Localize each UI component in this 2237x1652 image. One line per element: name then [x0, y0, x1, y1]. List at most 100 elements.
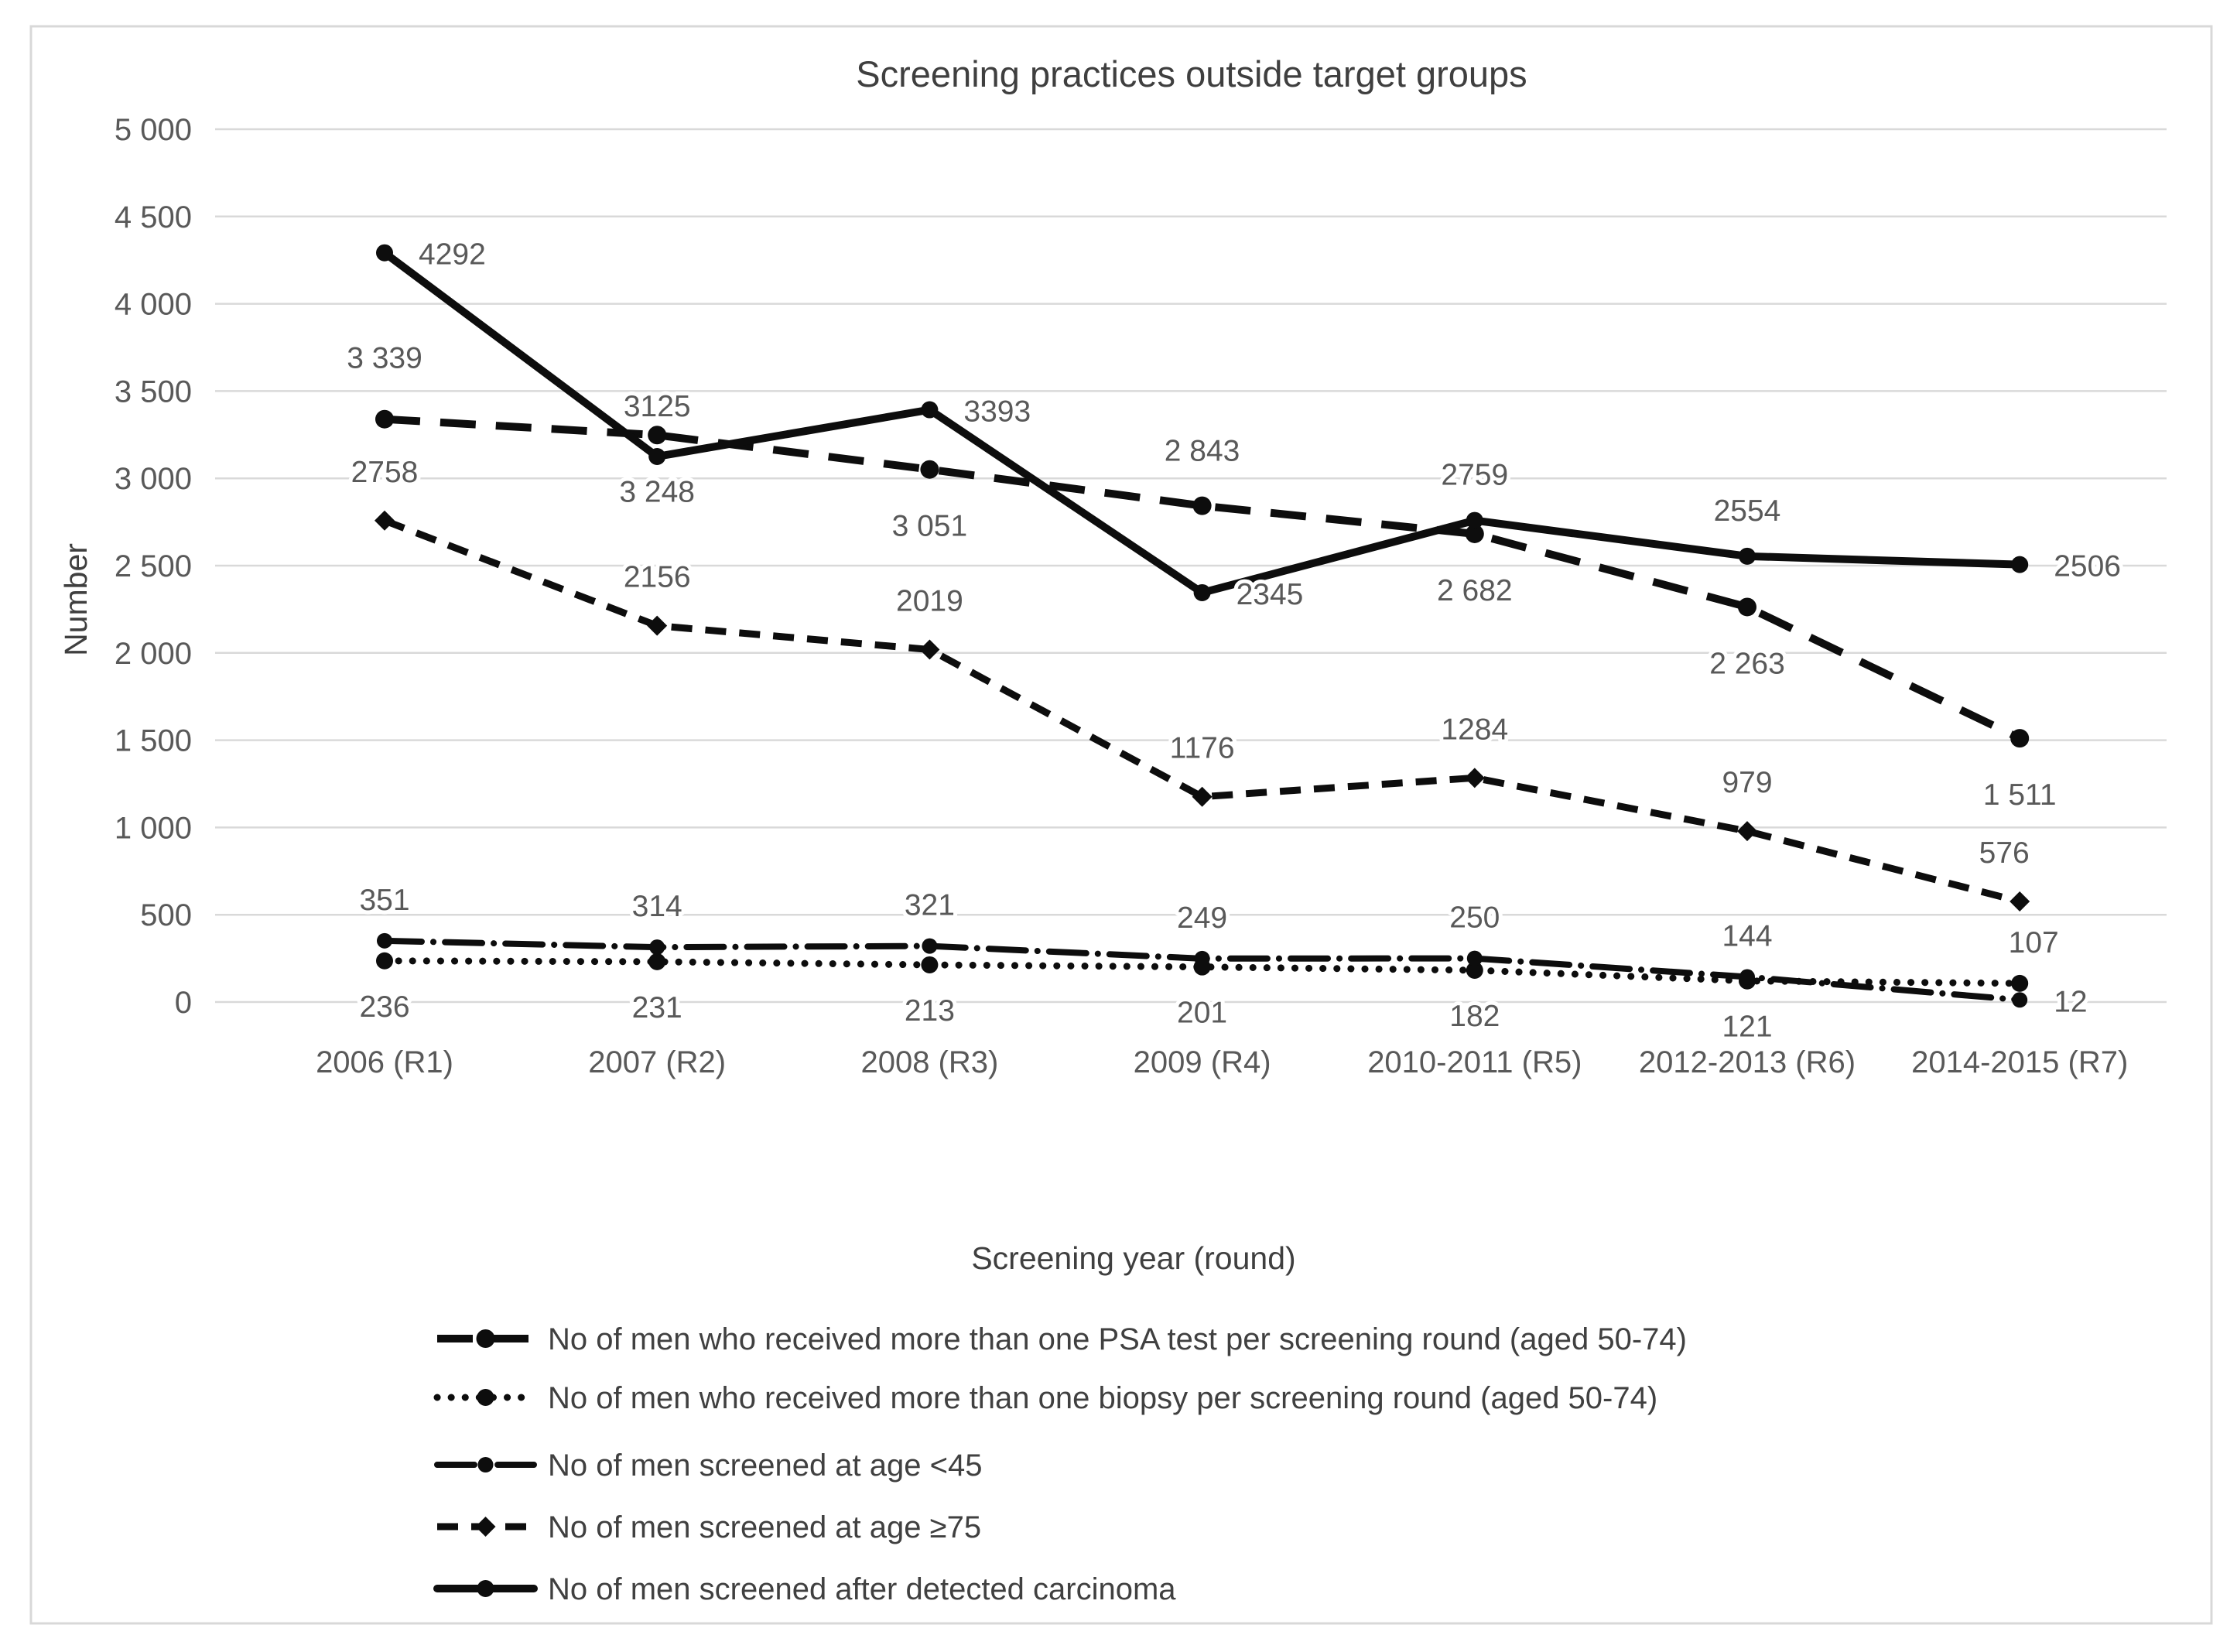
y-tick-label: 5 000 [115, 113, 192, 147]
data-point-marker [1466, 511, 1483, 529]
data-label: 2156 [624, 561, 691, 594]
data-point-marker [2011, 556, 2029, 573]
data-label: 3393 [963, 395, 1031, 429]
series-line [375, 409, 2030, 748]
legend-item: No of men screened at age <45 [434, 1448, 982, 1483]
y-tick-label: 2 500 [115, 549, 192, 583]
data-label: 321 [905, 889, 955, 922]
y-axis-tick-labels: 0 500 1 000 1 500 2 000 2 500 3 000 3 500 4 000 4… [115, 113, 192, 1020]
x-tick-label: 2014-2015 (R7) [1911, 1045, 2128, 1079]
data-label: 1176 [1170, 732, 1235, 765]
legend-item: No of men who received more than one bio… [433, 1381, 1657, 1415]
data-point-marker [477, 1389, 494, 1406]
y-axis-title: Number [58, 543, 94, 656]
data-point-marker [921, 401, 939, 419]
series-line [377, 932, 2028, 1008]
data-point-marker [922, 938, 938, 954]
y-tick-label: 4 000 [115, 288, 192, 322]
data-point-marker [1192, 786, 1213, 807]
data-label: 12 [2054, 985, 2087, 1018]
x-axis-title: Screening year (round) [971, 1240, 1295, 1276]
data-point-marker [648, 426, 667, 445]
data-point-marker [1738, 597, 1756, 617]
legend-item: No of men who received more than one PSA… [437, 1322, 1687, 1356]
data-label: 576 [1979, 836, 2030, 870]
x-tick-label: 2007 (R2) [588, 1045, 726, 1079]
x-axis-tick-labels: 2006 (R1) 2007 (R2) 2008 (R3) 2009 (R4) 2010… [316, 1045, 2128, 1079]
data-point-marker [647, 615, 668, 636]
x-tick-label: 2010-2011 (R5) [1367, 1045, 1582, 1079]
data-label: 3 248 [619, 475, 695, 508]
y-tick-label: 2 000 [115, 637, 192, 671]
data-label: 249 [1177, 901, 1227, 935]
chart-title: Screening practices outside target group… [856, 53, 1527, 94]
data-label: 1 511 [1983, 778, 2057, 812]
data-label: 351 [359, 884, 409, 917]
data-point-marker [648, 953, 666, 970]
data-point-marker [1466, 950, 1483, 966]
data-label: 2554 [1714, 494, 1781, 528]
data-label: 121 [1722, 1011, 1772, 1044]
x-tick-label: 2008 (R3) [860, 1045, 998, 1079]
y-tick-label: 0 [175, 986, 192, 1020]
data-labels: 3 339 3 248 3 051 2 843 2 682 2 263 1 511 236 23… [343, 234, 2125, 1048]
x-tick-label: 2009 (R4) [1134, 1045, 1271, 1079]
legend: No of men who received more than one PSA… [433, 1322, 1687, 1606]
y-tick-label: 1 500 [115, 724, 192, 758]
data-point-marker [2010, 891, 2030, 912]
series-line [375, 510, 2030, 912]
data-point-marker [375, 510, 395, 531]
legend-item-label: No of men screened at age ≥75 [548, 1510, 981, 1544]
data-point-marker [1739, 969, 1755, 985]
y-tick-label: 3 500 [115, 375, 192, 409]
data-label: 2345 [1237, 578, 1304, 611]
data-label: 236 [359, 990, 409, 1024]
data-point-marker [476, 1329, 495, 1348]
plot-series [375, 244, 2030, 1008]
data-label: 250 [1449, 901, 1500, 935]
data-label: 1284 [1441, 713, 1508, 746]
data-point-marker [1194, 950, 1210, 966]
data-point-marker [477, 1457, 494, 1472]
legend-item-label: No of men screened at age <45 [548, 1448, 982, 1483]
data-label: 2 843 [1165, 435, 1240, 468]
data-point-marker [1464, 768, 1485, 788]
x-tick-label: 2012-2013 (R6) [1639, 1045, 1856, 1079]
data-point-marker [648, 448, 666, 465]
figure-border [29, 25, 2213, 1625]
data-label: 3 051 [892, 510, 968, 543]
data-point-marker [1465, 524, 1484, 543]
data-label: 2506 [2054, 550, 2121, 583]
data-point-marker [649, 939, 665, 956]
data-label: 107 [2009, 926, 2059, 959]
gridlines [215, 128, 2167, 1004]
data-point-marker [919, 639, 940, 660]
series-line [376, 244, 2029, 601]
data-label: 213 [905, 994, 955, 1028]
data-point-marker [1192, 496, 1212, 515]
data-point-marker [375, 409, 394, 429]
legend-item-label: No of men screened after detected carcin… [548, 1572, 1176, 1606]
legend-item: No of men screened at age ≥75 [437, 1510, 981, 1544]
y-tick-label: 500 [140, 898, 192, 932]
data-point-marker [2011, 974, 2029, 992]
data-point-marker [376, 952, 393, 970]
data-point-marker [1193, 583, 1211, 601]
data-point-marker [475, 1517, 496, 1537]
data-point-marker [1739, 547, 1756, 565]
data-label: 201 [1177, 997, 1227, 1030]
data-label: 182 [1449, 1000, 1500, 1033]
data-label: 2758 [351, 456, 419, 489]
data-point-marker [921, 956, 939, 973]
data-point-marker [376, 244, 393, 262]
data-point-marker [2012, 992, 2028, 1008]
data-label: 2759 [1441, 459, 1508, 492]
y-tick-label: 3 000 [115, 462, 192, 496]
data-point-marker [1466, 961, 1483, 979]
data-point-marker [1737, 821, 1757, 842]
data-point-marker [2010, 729, 2030, 748]
data-label: 979 [1722, 766, 1772, 799]
data-label: 2 682 [1437, 574, 1513, 607]
